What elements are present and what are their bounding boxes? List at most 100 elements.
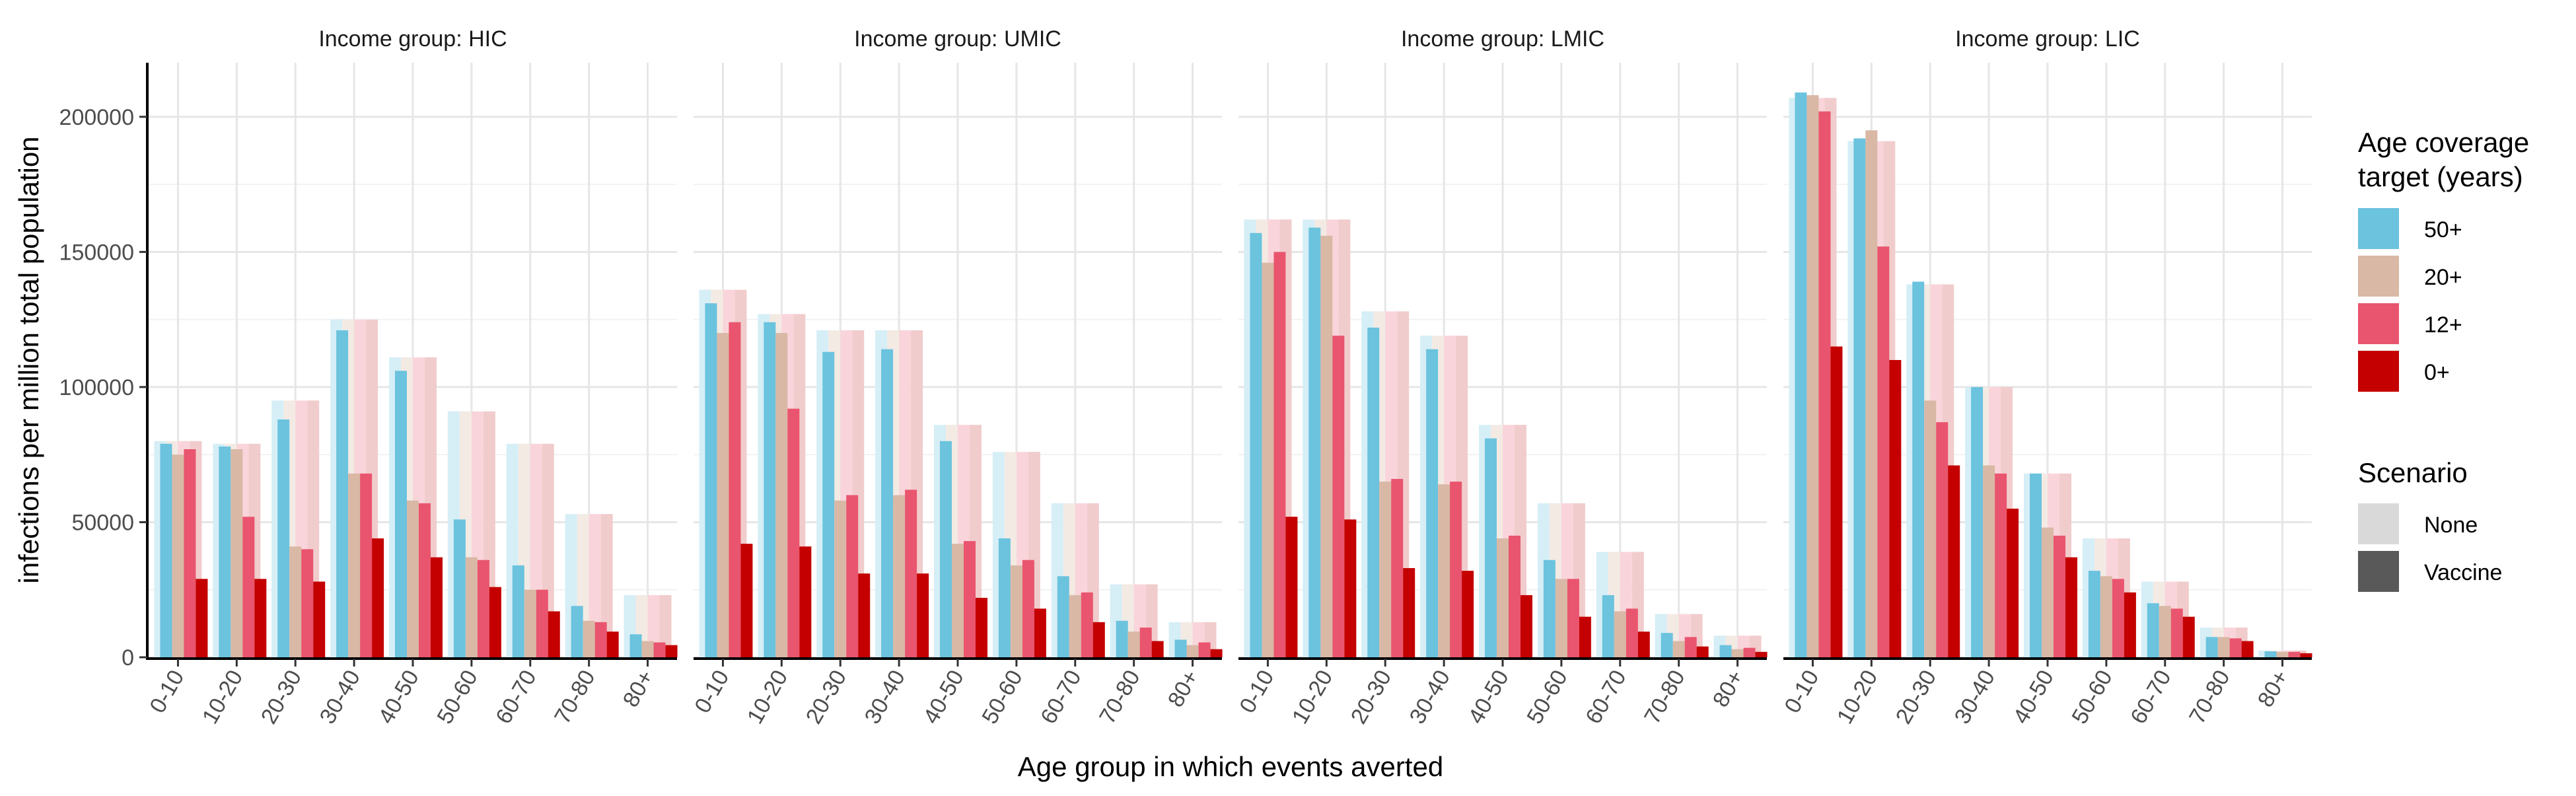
- x-tick-label: 30-40: [1405, 666, 1455, 728]
- bar-hic-vaccine-50plus-0-10: [160, 443, 172, 657]
- facet-title-umic: Income group: UMIC: [854, 26, 1061, 52]
- x-tick-label: 80+: [2253, 666, 2294, 711]
- bar-umic-vaccine-0plus-20-30: [858, 573, 871, 657]
- bar-lmic-vaccine-0plus-70-80: [1696, 646, 1709, 657]
- bar-lic-vaccine-50plus-80+: [2264, 651, 2277, 657]
- bar-lmic-vaccine-50plus-80+: [1719, 645, 1732, 657]
- bar-lmic-vaccine-20plus-10-20: [1320, 235, 1333, 657]
- bar-lic-vaccine-20plus-60-70: [2159, 606, 2171, 657]
- x-tick-label: 80+: [1708, 666, 1749, 711]
- bar-lic-vaccine-0plus-70-80: [2241, 641, 2254, 657]
- bar-lmic-vaccine-12plus-70-80: [1684, 637, 1697, 657]
- facet-title-hic: Income group: HIC: [318, 26, 507, 52]
- bar-hic-none-0plus-70-80: [600, 514, 613, 657]
- bar-hic-vaccine-50plus-60-70: [512, 565, 524, 657]
- bar-lic-vaccine-0plus-10-20: [1889, 360, 1902, 657]
- bar-hic-vaccine-20plus-70-80: [583, 620, 595, 657]
- bar-lic-vaccine-50plus-20-30: [1912, 281, 1925, 657]
- bar-umic-vaccine-20plus-40-50: [952, 544, 964, 657]
- x-tick-label: 40-50: [1464, 666, 1514, 728]
- bar-lic-vaccine-12plus-20-30: [1936, 422, 1949, 657]
- bar-hic-vaccine-50plus-20-30: [277, 419, 290, 657]
- bar-umic-vaccine-20plus-80+: [1186, 645, 1199, 657]
- bar-lic-vaccine-50plus-60-70: [2147, 603, 2159, 657]
- bar-hic-vaccine-0plus-0-10: [196, 579, 208, 657]
- bar-umic-vaccine-0plus-0-10: [740, 544, 753, 657]
- bar-umic-vaccine-20plus-30-40: [893, 495, 906, 657]
- bar-lic-vaccine-0plus-60-70: [2182, 616, 2195, 657]
- bar-lmic-vaccine-12plus-60-70: [1626, 608, 1638, 657]
- bar-lmic-vaccine-50plus-0-10: [1250, 233, 1262, 657]
- bar-umic-vaccine-12plus-40-50: [964, 541, 976, 657]
- x-tick-label: 20-30: [801, 666, 851, 728]
- bar-hic-vaccine-12plus-30-40: [360, 473, 373, 657]
- bar-lmic-vaccine-20plus-40-50: [1497, 538, 1509, 657]
- bar-hic-vaccine-12plus-80+: [653, 642, 666, 657]
- legend-label-coverage: 12+: [2424, 312, 2462, 338]
- bar-lmic-vaccine-50plus-50-60: [1543, 560, 1556, 657]
- bar-umic-vaccine-0plus-60-70: [1092, 622, 1105, 657]
- legend-label-coverage: 0+: [2424, 360, 2450, 385]
- y-tick-label: 50000: [71, 510, 134, 535]
- bar-lmic-vaccine-20plus-30-40: [1438, 484, 1450, 657]
- bar-hic-vaccine-0plus-30-40: [372, 538, 384, 657]
- bar-lmic-vaccine-50plus-40-50: [1485, 438, 1497, 657]
- x-tick-label: 10-20: [1287, 666, 1338, 728]
- bar-umic-vaccine-0plus-50-60: [1034, 608, 1046, 657]
- bar-lmic-vaccine-0plus-80+: [1755, 651, 1768, 657]
- bar-hic-vaccine-0plus-50-60: [489, 587, 501, 657]
- bar-lmic-vaccine-0plus-30-40: [1462, 571, 1474, 657]
- bar-lmic-vaccine-50plus-30-40: [1426, 349, 1439, 657]
- bar-lmic-vaccine-50plus-60-70: [1602, 595, 1614, 657]
- x-tick-label: 10-20: [1832, 666, 1882, 728]
- x-tick-label: 50-60: [1522, 666, 1572, 728]
- x-tick-label: 80+: [1163, 666, 1204, 711]
- bar-umic-vaccine-0plus-30-40: [917, 573, 929, 657]
- x-tick-label: 50-60: [432, 666, 482, 728]
- bar-umic-vaccine-12plus-0-10: [729, 322, 741, 657]
- x-tick-label: 40-50: [374, 666, 424, 728]
- x-tick-label: 60-70: [491, 666, 541, 728]
- bar-lic-vaccine-0plus-80+: [2300, 653, 2312, 657]
- bar-hic-vaccine-0plus-20-30: [313, 581, 326, 657]
- x-tick-label: 50-60: [977, 666, 1027, 728]
- bar-hic-vaccine-20plus-50-60: [465, 557, 478, 657]
- bar-lic-vaccine-20plus-70-80: [2217, 637, 2230, 657]
- bar-hic-vaccine-0plus-10-20: [254, 579, 267, 657]
- bar-lic-vaccine-50plus-50-60: [2088, 571, 2100, 657]
- bar-lmic-vaccine-0plus-10-20: [1344, 519, 1357, 657]
- y-tick-label: 0: [122, 645, 134, 670]
- bar-hic-vaccine-50plus-10-20: [219, 446, 231, 657]
- bar-hic-vaccine-50plus-30-40: [336, 330, 349, 657]
- bar-umic-vaccine-50plus-20-30: [822, 351, 835, 657]
- facet-title-lmic: Income group: LMIC: [1401, 26, 1604, 52]
- bar-umic-vaccine-0plus-80+: [1210, 649, 1223, 657]
- y-axis-title: infections per million total population: [13, 136, 44, 583]
- bar-umic-vaccine-12plus-50-60: [1022, 560, 1034, 657]
- bar-umic-vaccine-20plus-70-80: [1127, 632, 1140, 657]
- x-tick-label: 70-80: [2184, 666, 2235, 728]
- bar-lic-vaccine-20plus-40-50: [2042, 527, 2054, 657]
- bar-lmic-vaccine-0plus-0-10: [1285, 517, 1298, 657]
- bar-umic-vaccine-12plus-70-80: [1139, 628, 1152, 657]
- bar-lic-vaccine-12plus-30-40: [1995, 473, 2007, 657]
- bar-umic-vaccine-50plus-10-20: [764, 322, 776, 657]
- x-tick-label: 20-30: [1346, 666, 1396, 728]
- bar-lic-vaccine-20plus-30-40: [1983, 465, 1995, 657]
- bar-lic-vaccine-12plus-70-80: [2229, 638, 2242, 657]
- bar-hic-vaccine-12plus-20-30: [301, 549, 314, 657]
- bar-hic-vaccine-12plus-70-80: [594, 622, 607, 657]
- bar-lmic-vaccine-0plus-60-70: [1637, 632, 1650, 657]
- bar-hic-vaccine-20plus-80+: [641, 641, 654, 657]
- legend-label-coverage: 50+: [2424, 217, 2462, 242]
- bar-hic-vaccine-12plus-0-10: [184, 449, 196, 657]
- bar-umic-vaccine-12plus-20-30: [846, 495, 859, 657]
- x-tick-label: 10-20: [197, 666, 248, 728]
- bar-lmic-vaccine-12plus-10-20: [1332, 336, 1345, 657]
- bar-umic-vaccine-20plus-10-20: [775, 333, 788, 657]
- bar-lic-vaccine-50plus-70-80: [2205, 637, 2218, 657]
- x-tick-label: 70-80: [1094, 666, 1145, 728]
- bar-umic-vaccine-20plus-20-30: [834, 500, 847, 657]
- bar-lic-vaccine-12plus-60-70: [2170, 608, 2183, 657]
- legend-swatch-coverage: [2358, 208, 2399, 249]
